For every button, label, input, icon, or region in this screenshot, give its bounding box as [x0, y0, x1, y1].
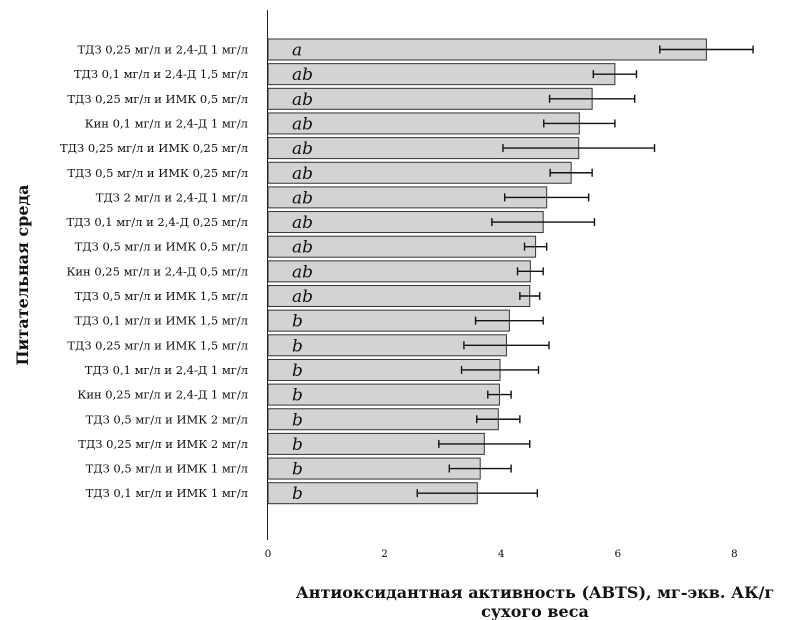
- significance-label: ab: [292, 188, 313, 208]
- x-tick-label: 8: [731, 548, 738, 560]
- category-label: ТДЗ 0,1 мг/л и 2,4-Д 1,5 мг/л: [74, 67, 248, 81]
- significance-label: ab: [292, 287, 313, 307]
- error-bar: [659, 45, 754, 54]
- category-label: ТДЗ 0,25 мг/л и ИМК 1,5 мг/л: [67, 338, 248, 352]
- category-label: ТДЗ 0,25 мг/л и ИМК 0,5 мг/л: [67, 92, 248, 106]
- bars-layer: [267, 38, 707, 505]
- x-tick-label: 4: [498, 548, 505, 560]
- x-axis-title-line-1: Антиоксидантная активность (ABTS), мг-эк…: [296, 583, 775, 602]
- significance-label: b: [292, 336, 303, 356]
- error-bar: [460, 365, 540, 374]
- significance-label: ab: [292, 139, 313, 159]
- error-bar: [448, 464, 512, 473]
- error-bar: [516, 267, 544, 276]
- significance-label: b: [292, 410, 303, 430]
- category-label: ТДЗ 0,1 мг/л и 2,4-Д 1 мг/л: [85, 363, 248, 377]
- significance-label: a: [292, 41, 302, 61]
- category-label: ТДЗ 0,5 мг/л и ИМК 0,5 мг/л: [75, 240, 248, 254]
- category-label: ТДЗ 0,5 мг/л и ИМК 2 мг/л: [86, 412, 248, 426]
- error-bar: [548, 94, 636, 103]
- significance-label: ab: [292, 114, 313, 134]
- error-bar: [592, 70, 638, 79]
- significance-label: b: [292, 386, 303, 406]
- category-label: ТДЗ 2 мг/л и 2,4-Д 1 мг/л: [96, 190, 248, 204]
- significance-label: ab: [292, 213, 313, 233]
- category-label: ТДЗ 0,1 мг/л и ИМК 1,5 мг/л: [75, 314, 248, 328]
- category-label: Кин 0,25 мг/л и 2,4-Д 1 мг/л: [77, 388, 248, 402]
- x-axis-title-line-2: сухого веса: [481, 602, 589, 620]
- category-label: ТДЗ 0,25 мг/л и ИМК 0,25 мг/л: [60, 141, 248, 155]
- error-bar: [549, 168, 593, 177]
- significance-label: b: [292, 312, 303, 332]
- error-bar: [416, 489, 539, 498]
- category-label: Кин 0,1 мг/л и 2,4-Д 1 мг/л: [85, 116, 248, 130]
- category-label: ТДЗ 0,5 мг/л и ИМК 1,5 мг/л: [75, 289, 248, 303]
- bar: [267, 87, 593, 110]
- y-axis-title: Питательная среда: [13, 184, 32, 365]
- error-bar: [543, 119, 616, 128]
- x-tick-label: 6: [614, 548, 621, 560]
- category-label: ТДЗ 0,25 мг/л и 2,4-Д 1 мг/л: [77, 43, 248, 57]
- x-tick-label: 0: [265, 548, 272, 560]
- error-bar: [474, 316, 544, 325]
- error-bar: [491, 218, 596, 227]
- category-label: ТДЗ 0,5 мг/л и ИМК 0,25 мг/л: [67, 166, 248, 180]
- significance-label: ab: [292, 90, 313, 110]
- error-bar: [503, 193, 590, 202]
- significance-label: b: [292, 361, 303, 381]
- significance-label: ab: [292, 65, 313, 85]
- error-bar: [463, 341, 550, 350]
- category-label: ТДЗ 0,1 мг/л и 2,4-Д 0,25 мг/л: [66, 215, 248, 229]
- x-tick-label: 2: [381, 548, 388, 560]
- error-bars-layer: [416, 45, 754, 498]
- category-label: ТДЗ 0,25 мг/л и ИМК 2 мг/л: [78, 437, 248, 451]
- significance-label: b: [292, 435, 303, 455]
- bar: [267, 63, 616, 86]
- error-bar: [487, 390, 512, 399]
- x-tick-labels-layer: 0 2 4 6 8: [265, 548, 738, 560]
- bar: [267, 112, 580, 135]
- bar: [267, 309, 510, 332]
- bar: [267, 161, 572, 184]
- error-bar: [502, 144, 656, 153]
- error-bar: [519, 292, 541, 300]
- category-label: ТДЗ 0,5 мг/л и ИМК 1 мг/л: [86, 462, 248, 476]
- significance-label: ab: [292, 164, 313, 184]
- category-label: Кин 0,25 мг/л и 2,4-Д 0,5 мг/л: [66, 264, 248, 278]
- significance-label: b: [292, 460, 303, 480]
- significance-label: b: [292, 484, 303, 504]
- significance-label: ab: [292, 238, 313, 258]
- bar: [267, 38, 707, 61]
- error-bar: [438, 439, 531, 448]
- error-bar: [523, 242, 548, 251]
- error-bar: [476, 415, 521, 424]
- category-labels-layer: ТДЗ 0,25 мг/л и 2,4-Д 1 мг/л ТДЗ 0,1 мг/л…: [60, 43, 248, 501]
- significance-label: ab: [292, 262, 313, 282]
- category-label: ТДЗ 0,1 мг/л и ИМК 1 мг/л: [86, 486, 248, 500]
